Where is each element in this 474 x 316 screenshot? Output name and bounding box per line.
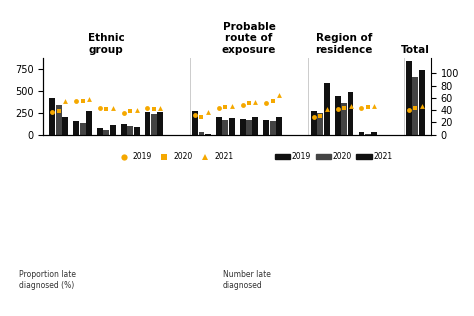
- Bar: [157, 112, 163, 135]
- Text: Proportion late
diagnosed (%): Proportion late diagnosed (%): [19, 270, 76, 289]
- Bar: [270, 120, 276, 135]
- Bar: [341, 103, 347, 135]
- Bar: [121, 125, 127, 135]
- Text: Ethnic
group: Ethnic group: [88, 33, 125, 55]
- Text: Probable
route of
exposure: Probable route of exposure: [222, 22, 276, 55]
- Bar: [253, 117, 258, 135]
- Bar: [365, 134, 371, 135]
- Bar: [276, 117, 282, 135]
- Bar: [127, 126, 133, 135]
- Bar: [62, 118, 68, 135]
- Bar: [371, 132, 377, 135]
- Bar: [56, 105, 62, 135]
- Text: Total: Total: [401, 45, 430, 55]
- Text: Number late
diagnosed: Number late diagnosed: [223, 270, 271, 289]
- Bar: [264, 120, 269, 135]
- Bar: [240, 119, 246, 135]
- Bar: [97, 128, 103, 135]
- Bar: [246, 120, 252, 135]
- Bar: [73, 121, 79, 135]
- Bar: [222, 120, 228, 135]
- Bar: [419, 70, 425, 135]
- Bar: [216, 117, 222, 135]
- Bar: [145, 112, 150, 135]
- Bar: [192, 111, 198, 135]
- Bar: [199, 132, 204, 135]
- Bar: [80, 123, 85, 135]
- Bar: [110, 125, 116, 135]
- Bar: [151, 114, 157, 135]
- Bar: [318, 113, 323, 135]
- Bar: [347, 92, 354, 135]
- Bar: [311, 111, 317, 135]
- Bar: [335, 96, 341, 135]
- Bar: [228, 118, 235, 135]
- Bar: [103, 130, 109, 135]
- Bar: [49, 98, 55, 135]
- Bar: [134, 127, 139, 135]
- Bar: [412, 77, 419, 135]
- Bar: [324, 83, 330, 135]
- Legend: 2019, 2020, 2021: 2019, 2020, 2021: [272, 149, 395, 164]
- Bar: [358, 132, 365, 135]
- Bar: [205, 134, 211, 135]
- Bar: [406, 61, 412, 135]
- Bar: [86, 111, 92, 135]
- Text: Region of
residence: Region of residence: [315, 33, 373, 55]
